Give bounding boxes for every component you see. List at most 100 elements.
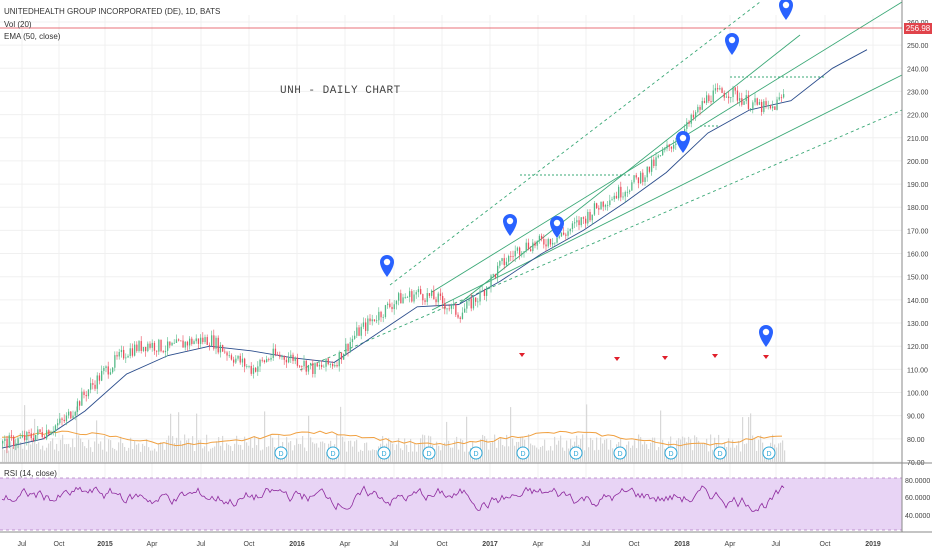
volume-bar [48, 443, 50, 462]
volume-bar [2, 443, 4, 462]
volume-bar [782, 440, 784, 462]
candle-body [448, 308, 450, 310]
candle-body [607, 204, 609, 206]
candle-body [549, 239, 552, 245]
volume-bar [104, 435, 106, 462]
ema-indicator-label[interactable]: EMA (50, close) [4, 32, 61, 41]
candle-body [417, 289, 420, 293]
volume-bar [654, 437, 656, 462]
volume-bar [410, 438, 412, 462]
candle-body [373, 319, 376, 321]
candle-body [301, 366, 303, 367]
volume-bar [38, 442, 40, 462]
volume-bar [364, 443, 366, 462]
candle-body [235, 358, 237, 363]
pin-body [779, 0, 793, 20]
volume-bar [198, 440, 200, 462]
candle-body [712, 90, 714, 103]
volume-bar [400, 448, 402, 462]
chart-annotation: UNH - DAILY CHART [280, 85, 401, 97]
candle-body [255, 367, 257, 372]
candle-body [466, 301, 468, 309]
candle-body [675, 143, 677, 145]
candle-body [470, 298, 472, 309]
candle-body [57, 423, 59, 426]
candle-body [433, 290, 435, 300]
candle-body [39, 429, 41, 433]
time-tick-label: Oct [820, 541, 831, 548]
volume-bar [274, 447, 276, 462]
volume-bar [462, 440, 464, 462]
volume-bar [68, 443, 70, 462]
candle-body [279, 354, 281, 358]
candle-body [640, 172, 642, 184]
volume-bar [626, 444, 628, 462]
candle-body [481, 290, 483, 292]
volume-bar [202, 448, 204, 462]
candle-body [334, 365, 336, 367]
candle-body [600, 201, 602, 210]
volume-bar [348, 440, 350, 462]
candle-body [719, 88, 721, 90]
candle-body [490, 275, 492, 288]
volume-bar [508, 446, 510, 462]
candle-body [43, 436, 46, 439]
candle-body [28, 432, 30, 434]
volume-bar [604, 439, 606, 462]
volume-indicator-label[interactable]: Vol (20) [4, 20, 32, 29]
candle-body [358, 327, 360, 336]
candle-body [327, 358, 329, 365]
volume-bar [200, 439, 202, 462]
volume-bar [358, 451, 360, 462]
volume-bar [362, 450, 364, 462]
time-tick-label: Jul [390, 541, 399, 548]
candle-body [336, 365, 338, 367]
candle-body [239, 355, 241, 363]
candle-body [604, 205, 607, 207]
volume-bar [314, 443, 316, 462]
candle-body [211, 335, 213, 346]
rsi-indicator-label[interactable]: RSI (14, close) [4, 469, 57, 478]
candle-body [272, 348, 274, 358]
volume-bar [242, 449, 244, 462]
volume-bar [784, 450, 786, 462]
candle-body [316, 363, 318, 367]
candle-body [523, 251, 525, 253]
candle-body [428, 293, 431, 296]
candle-body [582, 217, 585, 219]
candle-body [288, 357, 290, 363]
volume-bar [496, 447, 498, 462]
candle-body [587, 211, 589, 224]
candle-body [538, 235, 541, 241]
volume-bar [734, 447, 736, 462]
volume-bar [374, 449, 376, 462]
volume-bar [370, 450, 372, 462]
volume-bar [456, 436, 458, 462]
channel-line [459, 34, 801, 304]
volume-bar [754, 439, 756, 462]
volume-bar [248, 445, 250, 462]
candle-body [400, 293, 402, 304]
candle-body [307, 365, 310, 372]
candle-body [296, 357, 299, 366]
candle-body [637, 177, 640, 184]
volume-bar [736, 445, 738, 462]
volume-bar [582, 434, 584, 462]
candle-body [591, 214, 593, 221]
candle-body [743, 101, 745, 105]
volume-bar [750, 413, 752, 462]
volume-bar [312, 442, 314, 462]
volume-bar [190, 442, 192, 462]
volume-bar [62, 434, 64, 462]
candle-body [63, 419, 65, 422]
dividend-icon [377, 446, 391, 460]
volume-bar [158, 444, 160, 462]
volume-bar [152, 450, 154, 462]
volume-bar [192, 436, 194, 462]
candle-body [554, 242, 556, 244]
candle-body [662, 150, 664, 156]
volume-bar [640, 437, 642, 462]
price-tick-label: 120.00 [907, 344, 929, 351]
candle-body [703, 101, 706, 103]
volume-bar [466, 416, 468, 462]
